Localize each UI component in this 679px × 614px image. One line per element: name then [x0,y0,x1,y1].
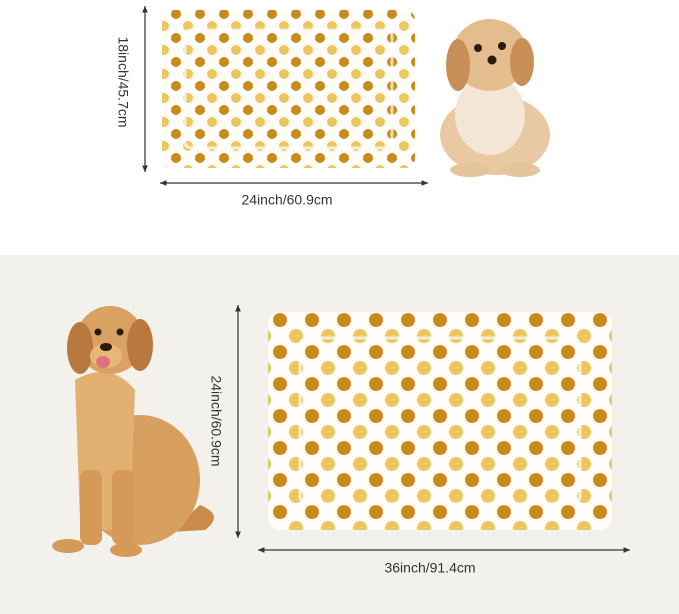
width-label: 24inch/60.9cm [241,192,332,208]
large-mat [268,312,612,530]
small-mat [162,10,415,168]
small-mat-seam [183,28,394,150]
large-dog [52,306,214,557]
height-label: 24inch/60.9cm [208,375,224,466]
small-dog [440,19,550,177]
height-label: 18inch/45.7cm [115,36,131,127]
width-label: 36inch/91.4cm [384,560,475,576]
large-mat-seam [298,336,582,506]
